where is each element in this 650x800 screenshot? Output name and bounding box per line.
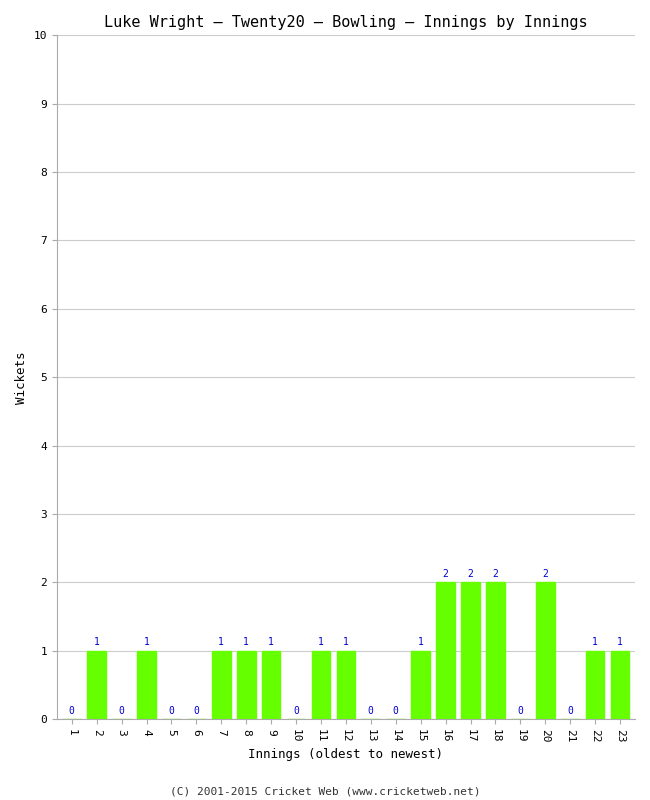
Text: 0: 0 [517, 706, 523, 716]
Bar [137, 651, 156, 719]
Text: 0: 0 [567, 706, 573, 716]
Title: Luke Wright – Twenty20 – Bowling – Innings by Innings: Luke Wright – Twenty20 – Bowling – Innin… [104, 15, 588, 30]
Bar [337, 651, 356, 719]
Text: 2: 2 [443, 569, 448, 579]
Bar [586, 651, 604, 719]
Y-axis label: Wickets: Wickets [15, 351, 28, 403]
Bar [436, 582, 455, 719]
Bar [237, 651, 255, 719]
Text: 2: 2 [542, 569, 548, 579]
Text: 1: 1 [343, 638, 349, 647]
Text: (C) 2001-2015 Cricket Web (www.cricketweb.net): (C) 2001-2015 Cricket Web (www.cricketwe… [170, 786, 480, 796]
Text: 0: 0 [393, 706, 398, 716]
Text: 1: 1 [218, 638, 224, 647]
Text: 0: 0 [368, 706, 374, 716]
Bar [212, 651, 231, 719]
Text: 1: 1 [268, 638, 274, 647]
Bar [536, 582, 554, 719]
Bar [486, 582, 505, 719]
Text: 2: 2 [467, 569, 473, 579]
Text: 1: 1 [418, 638, 424, 647]
Bar [87, 651, 106, 719]
Text: 1: 1 [318, 638, 324, 647]
Text: 0: 0 [293, 706, 299, 716]
Text: 0: 0 [168, 706, 174, 716]
Bar [611, 651, 629, 719]
Text: 2: 2 [493, 569, 499, 579]
Text: 1: 1 [617, 638, 623, 647]
Text: 0: 0 [194, 706, 200, 716]
X-axis label: Innings (oldest to newest): Innings (oldest to newest) [248, 748, 443, 761]
Text: 1: 1 [94, 638, 99, 647]
Bar [262, 651, 280, 719]
Bar [311, 651, 330, 719]
Bar [411, 651, 430, 719]
Text: 1: 1 [592, 638, 598, 647]
Bar [461, 582, 480, 719]
Text: 1: 1 [144, 638, 150, 647]
Text: 1: 1 [243, 638, 249, 647]
Text: 0: 0 [119, 706, 125, 716]
Text: 0: 0 [69, 706, 75, 716]
